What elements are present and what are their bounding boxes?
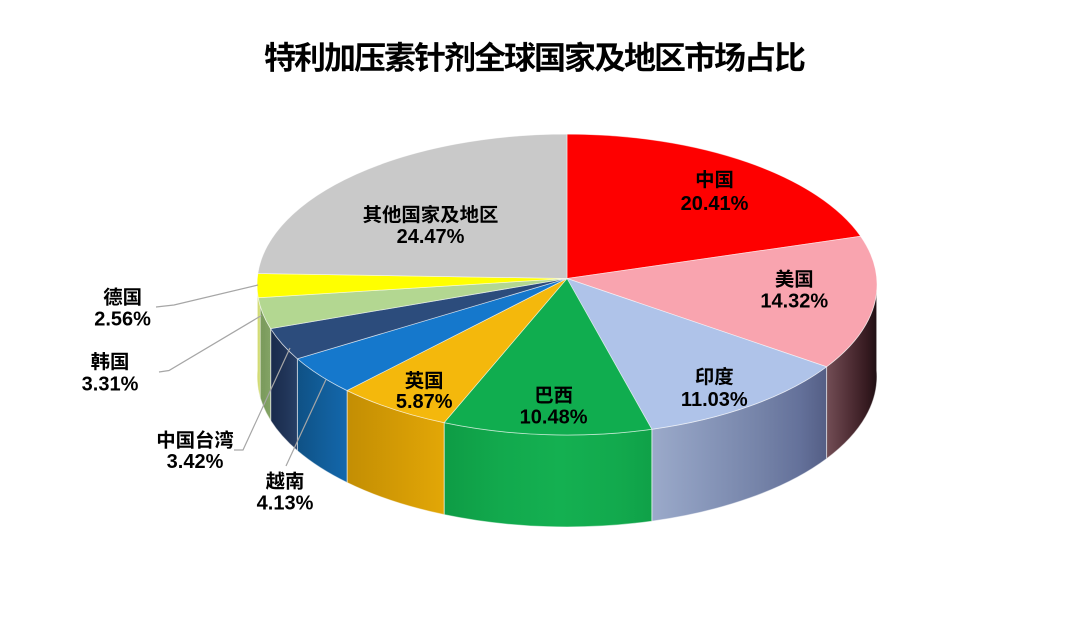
svg-text:中国台湾: 中国台湾 xyxy=(156,424,234,453)
svg-text:14.32%: 14.32% xyxy=(760,285,828,314)
svg-text:2.56%: 2.56% xyxy=(94,303,151,332)
svg-text:中国: 中国 xyxy=(695,164,734,193)
svg-text:英国: 英国 xyxy=(405,364,444,393)
svg-text:美国: 美国 xyxy=(775,263,814,292)
svg-text:3.31%: 3.31% xyxy=(82,368,139,397)
svg-text:3.42%: 3.42% xyxy=(167,445,224,474)
svg-text:韩国: 韩国 xyxy=(91,346,130,375)
svg-text:5.87%: 5.87% xyxy=(396,385,453,414)
svg-text:4.13%: 4.13% xyxy=(257,486,314,515)
svg-text:10.48%: 10.48% xyxy=(520,401,588,430)
svg-text:印度: 印度 xyxy=(695,360,734,389)
svg-text:巴西: 巴西 xyxy=(534,379,573,408)
svg-text:24.47%: 24.47% xyxy=(397,220,465,249)
svg-text:德国: 德国 xyxy=(103,281,142,310)
svg-text:11.03%: 11.03% xyxy=(681,383,748,412)
svg-text:越南: 越南 xyxy=(266,465,305,494)
svg-text:20.41%: 20.41% xyxy=(681,187,749,216)
svg-text:其他国家及地区: 其他国家及地区 xyxy=(363,198,499,227)
